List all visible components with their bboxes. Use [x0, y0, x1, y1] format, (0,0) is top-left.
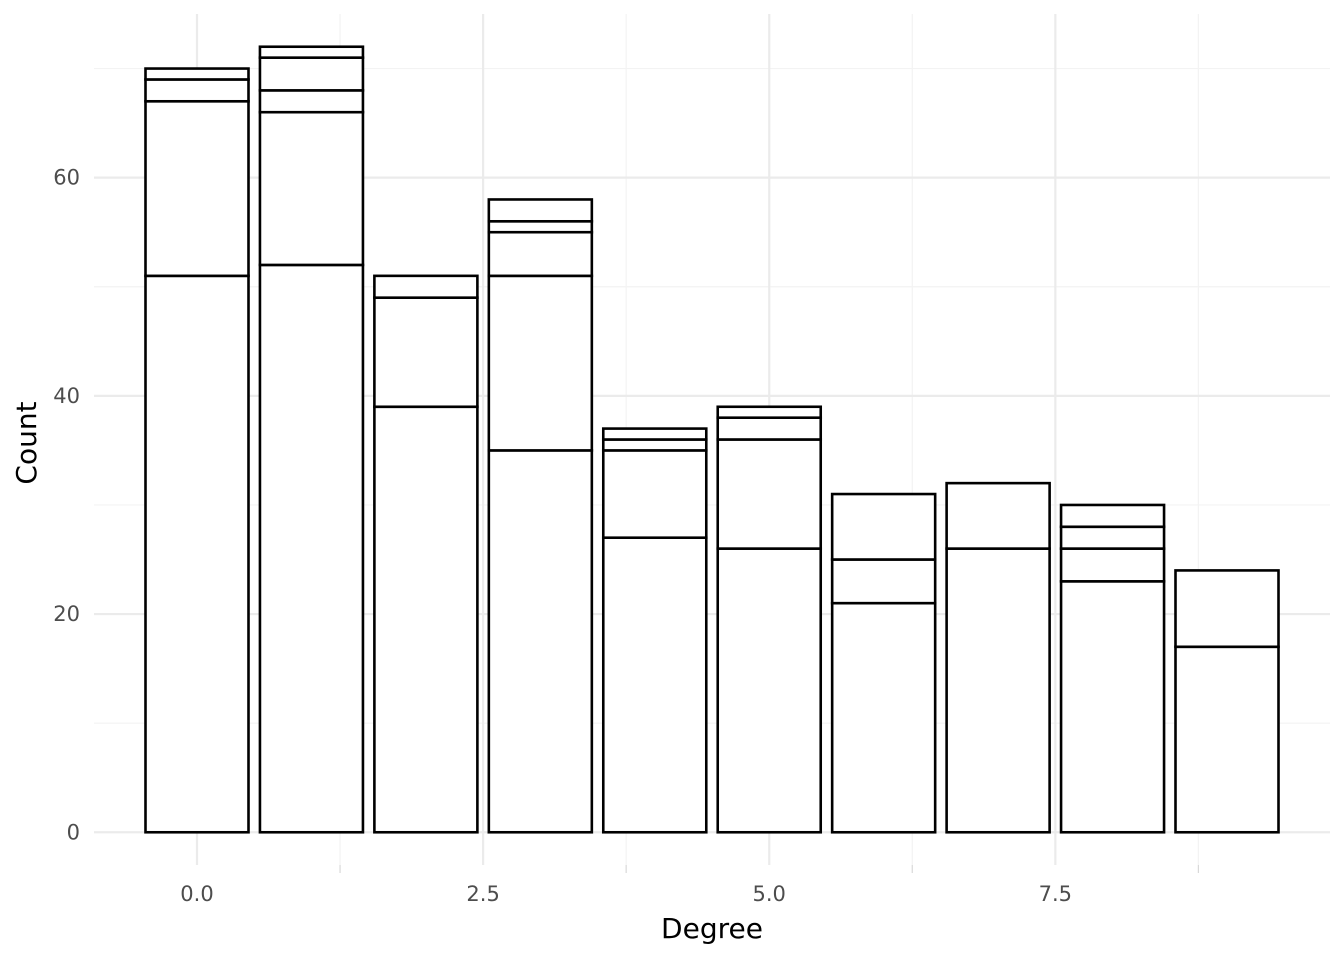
bar-segment [601, 438, 708, 452]
bar-segment [487, 274, 594, 452]
bar-segment [716, 416, 823, 441]
bar-segment [945, 481, 1051, 550]
bar-segment [487, 198, 594, 223]
bar-segment [258, 45, 365, 59]
y-axis-title: Count [10, 401, 43, 484]
x-tick-label: 0.0 [180, 882, 213, 906]
bar-segment [830, 492, 937, 561]
bar-segment [1059, 547, 1166, 583]
bar-segment [487, 449, 594, 834]
bar-segment [1059, 503, 1166, 529]
bar-segment [373, 296, 479, 409]
bars [144, 45, 1280, 834]
bar-stack [601, 427, 708, 834]
bar-segment [373, 405, 479, 834]
bar-segment [945, 547, 1051, 834]
x-axis-ticks [339, 865, 1199, 873]
bar-segment [716, 547, 823, 834]
bar-segment [373, 274, 479, 299]
bar-segment [1059, 525, 1166, 550]
bar-stack [830, 492, 937, 834]
y-tick-label: 20 [53, 602, 80, 626]
bar-segment [258, 110, 365, 267]
bar-stack [144, 67, 250, 834]
bar-segment [601, 449, 708, 539]
bar-segment [144, 274, 250, 834]
bar-segment [601, 536, 708, 834]
bar-segment [144, 99, 250, 278]
bar-segment [601, 427, 708, 441]
bar-stack [487, 198, 594, 834]
y-tick-label: 40 [53, 384, 80, 408]
x-tick-label: 5.0 [753, 882, 786, 906]
bar-segment [1174, 645, 1280, 834]
bar-segment [830, 558, 937, 605]
bar-stack [945, 481, 1051, 834]
y-tick-label: 60 [53, 166, 80, 190]
bar-segment [258, 56, 365, 92]
bar-segment [258, 89, 365, 114]
bar-segment [830, 601, 937, 834]
bar-segment [1174, 569, 1280, 649]
x-tick-label: 7.5 [1039, 882, 1072, 906]
y-axis-tick-labels: 0 20 40 60 [53, 166, 80, 845]
bar-stack [258, 45, 365, 834]
bar-segment [487, 230, 594, 278]
bar-stack [1174, 569, 1280, 834]
y-tick-label: 0 [67, 820, 80, 844]
bar-segment [487, 219, 594, 234]
bar-stack [1059, 503, 1166, 834]
bar-segment [144, 78, 250, 103]
bar-stack [716, 405, 823, 834]
bar-segment [144, 67, 250, 81]
x-tick-label: 2.5 [466, 882, 499, 906]
x-axis-tick-labels: 0.0 2.5 5.0 7.5 [180, 882, 1072, 906]
bar-segment [716, 438, 823, 550]
bar-segment [1059, 580, 1166, 834]
bar-segment [258, 263, 365, 834]
x-axis-title: Degree [661, 912, 763, 945]
bar-segment [716, 405, 823, 419]
bar-stack [373, 274, 479, 834]
